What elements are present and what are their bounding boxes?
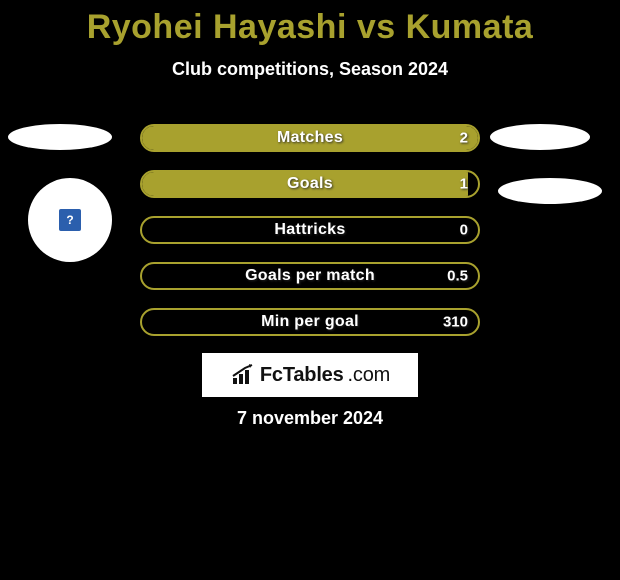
stat-bar-label: Goals (142, 175, 478, 193)
stat-bar-label: Hattricks (142, 221, 478, 239)
stat-bar: Hattricks0 (140, 216, 480, 244)
stat-bar: Min per goal310 (140, 308, 480, 336)
stat-bar-label: Matches (142, 129, 478, 147)
stat-bar: Matches2 (140, 124, 480, 152)
stats-bars: Matches2Goals1Hattricks0Goals per match0… (140, 124, 480, 354)
stat-bar-label: Min per goal (142, 313, 478, 331)
stat-bar: Goals1 (140, 170, 480, 198)
player-left-ellipse (8, 124, 112, 150)
infographic-root: Ryohei Hayashi vs Kumata Club competitio… (0, 0, 620, 580)
stat-bar-value: 310 (443, 314, 468, 331)
page-title: Ryohei Hayashi vs Kumata (0, 0, 620, 47)
date-line: 7 november 2024 (0, 408, 620, 429)
brand-box: FcTables.com (202, 353, 418, 397)
brand-name-rest: .com (348, 364, 391, 387)
stat-bar-value: 2 (460, 130, 468, 147)
stat-bar-value: 0 (460, 222, 468, 239)
player-right-ellipse-2 (498, 178, 602, 204)
placeholder-image-icon: ? (59, 209, 81, 231)
brand-name-bold: FcTables (260, 364, 344, 387)
stat-bar: Goals per match0.5 (140, 262, 480, 290)
stat-bar-value: 1 (460, 176, 468, 193)
subtitle: Club competitions, Season 2024 (0, 59, 620, 80)
player-right-ellipse-1 (490, 124, 590, 150)
brand-chart-icon (230, 364, 256, 386)
stat-bar-label: Goals per match (142, 267, 478, 285)
player-left-circle: ? (28, 178, 112, 262)
stat-bar-value: 0.5 (447, 268, 468, 285)
